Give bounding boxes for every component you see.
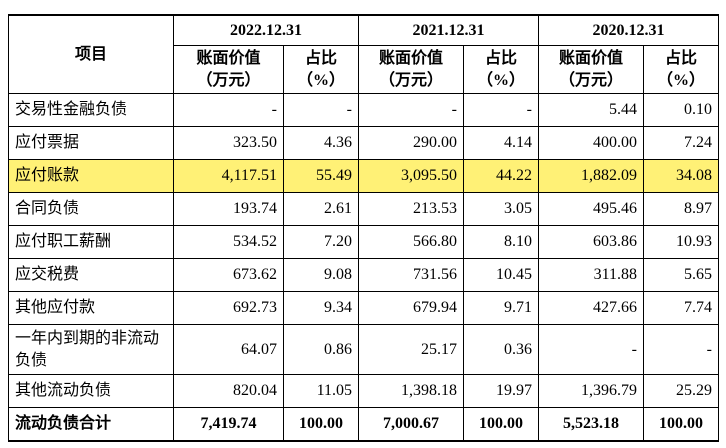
row-label: 其他流动负债 — [8, 374, 174, 408]
row-label: 合同负债 — [8, 192, 174, 226]
cell-value: 100.00 — [283, 407, 359, 442]
cell-value: 1,398.18 — [358, 374, 464, 408]
row-label: 交易性金融负债 — [8, 93, 174, 127]
cell-value: - — [283, 93, 359, 127]
table-row: 应付票据 323.50 4.36 290.00 4.14 400.00 7.24 — [8, 126, 719, 160]
cell-value: 34.08 — [643, 159, 719, 193]
cell-value: 566.80 — [358, 225, 464, 259]
cell-value: 0.36 — [463, 324, 539, 375]
cell-value: 4.36 — [283, 126, 359, 160]
cell-value: 100.00 — [643, 407, 719, 442]
table-row: 一年内到期的非流动负债 64.07 0.86 25.17 0.36- - — [8, 324, 719, 375]
cell-value: 7,419.74 — [173, 407, 284, 442]
header-row: 账面价值 （万元） 占比 （%） 账面价值 （万元） 占比 （%） 账面价值 （万元）占… — [9, 45, 719, 94]
cell-value: 679.94 — [358, 291, 464, 325]
cell-value: 1,882.09 — [538, 159, 644, 193]
cell-value: 0.86 — [283, 324, 359, 375]
cell-value: 495.46 — [538, 192, 644, 226]
cell-value: 820.04 — [173, 374, 284, 408]
table-row: 其他流动负债 820.04 11.05 1,398.18 19.97 1,396.79 25… — [8, 374, 719, 408]
cell-value: - — [463, 93, 539, 127]
cell-value: 534.52 — [173, 225, 284, 259]
subcolumn-header: 占比 （%） — [283, 45, 359, 94]
row-label: 应交税费 — [8, 258, 174, 292]
cell-value: 0.10 — [643, 93, 719, 127]
cell-value: - — [173, 93, 284, 127]
row-label: 应付账款 — [8, 159, 174, 193]
period-header: 2020.12.31 — [538, 14, 719, 46]
cell-value: 323.50 — [173, 126, 284, 160]
cell-value: - — [643, 324, 719, 375]
cell-value: 7.24 — [643, 126, 719, 160]
cell-value: 603.86 — [538, 225, 644, 259]
cell-value: 8.97 — [643, 192, 719, 226]
row-label: 一年内到期的非流动负债 — [8, 324, 174, 375]
row-label: 其他应付款 — [8, 291, 174, 325]
period-header: 2021.12.31 — [358, 14, 539, 46]
cell-value: 10.93 — [643, 225, 719, 259]
table-row: 其他应付款 692.73 9.34 679.94 9.71 427.66 7.74 — [8, 291, 719, 325]
cell-value: 9.08 — [283, 258, 359, 292]
table-row: 应付职工薪酬 534.52 7.20 566.80 8.10 603.86 10.93 — [8, 225, 719, 259]
cell-value: 100.00 — [463, 407, 539, 442]
cell-value: - — [358, 93, 464, 127]
item-header: 项目 — [8, 14, 174, 94]
cell-value: 25.17 — [358, 324, 464, 375]
subcolumn-header: 账面价值 （万元） — [538, 45, 644, 94]
cell-value: 9.71 — [463, 291, 539, 325]
cell-value: 4,117.51 — [173, 159, 284, 193]
cell-value: 64.07 — [173, 324, 284, 375]
cell-value: - — [538, 324, 644, 375]
cell-value: 427.66 — [538, 291, 644, 325]
cell-value: 673.62 — [173, 258, 284, 292]
cell-value: 10.45 — [463, 258, 539, 292]
cell-value: 25.29 — [643, 374, 719, 408]
row-label: 应付票据 — [8, 126, 174, 160]
cell-value: 3.05 — [463, 192, 539, 226]
header-row: 项目 2022.12.31 2021.12.31 2020.12.31 — [8, 14, 719, 94]
row-label: 应付职工薪酬 — [8, 225, 174, 259]
cell-value: 4.14 — [463, 126, 539, 160]
cell-value: 5.65 — [643, 258, 719, 292]
table-header: 项目 2022.12.31 2021.12.31 2020.12.31 账面价值 （… — [8, 14, 719, 94]
cell-value: 400.00 — [538, 126, 644, 160]
cell-value: 213.53 — [358, 192, 464, 226]
cell-value: 5.44 — [538, 93, 644, 127]
cell-value: 7,000.67 — [358, 407, 464, 442]
liability-table: 项目 2022.12.31 2021.12.31 2020.12.31 账面价值 （… — [8, 14, 719, 442]
subcolumn-header: 账面价值 （万元） — [173, 45, 284, 94]
cell-value: 193.74 — [173, 192, 284, 226]
cell-value: 7.74 — [643, 291, 719, 325]
cell-value: 731.56 — [358, 258, 464, 292]
table-row: 应交税费 673.62 9.08 731.56 10.45 311.88 5.65 — [8, 258, 719, 292]
cell-value: 5,523.18 — [538, 407, 644, 442]
table-body: 交易性金融负债 - - - -5.44 0.10 应付票据 323.50 4.36 290.00 4… — [8, 93, 719, 442]
row-label: 流动负债合计 — [8, 407, 174, 442]
cell-value: 9.34 — [283, 291, 359, 325]
cell-value: 7.20 — [283, 225, 359, 259]
period-header: 2022.12.31 — [173, 14, 359, 46]
cell-value: 55.49 — [283, 159, 359, 193]
subcolumn-header: 账面价值 （万元） — [358, 45, 464, 94]
cell-value: 3,095.50 — [358, 159, 464, 193]
subcolumn-header: 占比 （%） — [463, 45, 539, 94]
table-row: 应付账款 4,117.51 55.49 3,095.50 44.22 1,882.09 34… — [8, 159, 719, 193]
cell-value: 1,396.79 — [538, 374, 644, 408]
cell-value: 290.00 — [358, 126, 464, 160]
cell-value: 44.22 — [463, 159, 539, 193]
subcolumn-header: 占比 （%） — [643, 45, 719, 94]
cell-value: 11.05 — [283, 374, 359, 408]
cell-value: 8.10 — [463, 225, 539, 259]
cell-value: 311.88 — [538, 258, 644, 292]
table-row: 流动负债合计 7,419.74 100.00 7,000.67 100.00 5,523.… — [8, 407, 719, 442]
cell-value: 19.97 — [463, 374, 539, 408]
cell-value: 2.61 — [283, 192, 359, 226]
table-row: 交易性金融负债 - - - -5.44 0.10 — [8, 93, 719, 127]
cell-value: 692.73 — [173, 291, 284, 325]
table-row: 合同负债 193.74 2.61 213.53 3.05 495.46 8.97 — [8, 192, 719, 226]
